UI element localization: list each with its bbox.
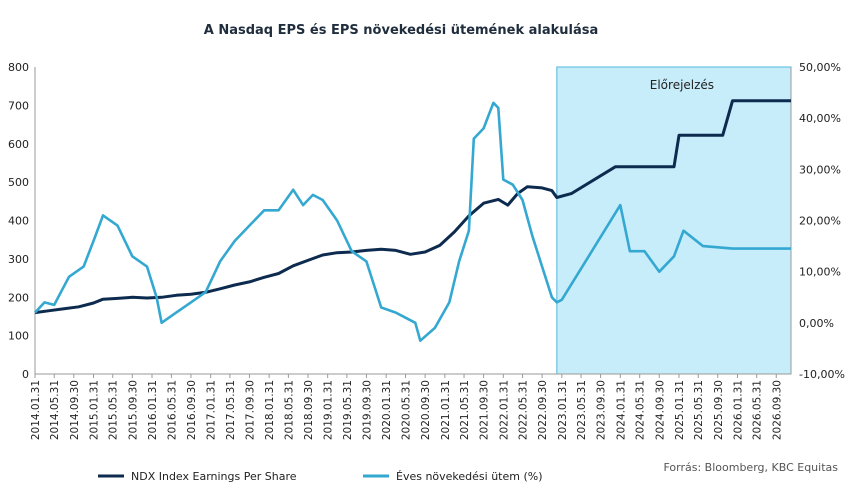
right-y-tick-label: 20,00% xyxy=(799,215,841,228)
legend-label: Éves növekedési ütem (%) xyxy=(396,470,543,483)
left-y-tick-label: 200 xyxy=(8,291,29,304)
x-tick-label: 2024.05.31 xyxy=(635,380,647,440)
x-tick-label: 2018.09.30 xyxy=(303,380,315,440)
left-y-tick-label: 300 xyxy=(8,253,29,266)
x-tick-label: 2025.01.31 xyxy=(674,380,686,440)
legend-label: NDX Index Earnings Per Share xyxy=(131,470,297,483)
right-y-tick-label: -10,00% xyxy=(799,368,845,381)
x-tick-label: 2019.05.31 xyxy=(342,380,354,440)
x-tick-label: 2023.01.31 xyxy=(557,380,569,440)
x-tick-label: 2014.05.31 xyxy=(49,380,61,440)
x-tick-label: 2020.01.31 xyxy=(381,380,393,440)
x-tick-label: 2020.05.31 xyxy=(401,380,413,440)
chart-title: A Nasdaq EPS és EPS növekedési ütemének … xyxy=(204,23,599,38)
source-note: Forrás: Bloomberg, KBC Equitas xyxy=(663,461,838,474)
right-y-axis: -10,00% 0,00% 10,00% 20,00% 30,00% 40,00% 50,0… xyxy=(790,61,845,381)
left-y-axis: 0 100 200 300 400 500 600 700 800 xyxy=(8,61,36,381)
x-tick-label: 2022.05.31 xyxy=(518,380,530,440)
x-tick-label: 2019.09.30 xyxy=(361,380,373,440)
left-y-tick-label: 800 xyxy=(8,61,29,74)
x-tick-label: 2024.01.31 xyxy=(615,380,627,440)
x-tick-label: 2022.09.30 xyxy=(537,380,549,440)
x-tick-label: 2026.05.31 xyxy=(752,380,764,440)
forecast-region xyxy=(556,66,792,375)
x-tick-label: 2016.01.31 xyxy=(147,380,159,440)
right-y-tick-label: 10,00% xyxy=(799,266,841,279)
left-y-tick-label: 0 xyxy=(22,368,29,381)
x-tick-label: 2021.09.30 xyxy=(479,380,491,440)
x-axis: 2014.01.31 2014.05.31 2014.09.30 2015.01.31… xyxy=(30,373,791,440)
x-tick-label: 2014.01.31 xyxy=(30,380,42,440)
x-tick-label: 2025.09.30 xyxy=(713,380,725,440)
left-y-tick-label: 100 xyxy=(8,330,29,343)
x-tick-label: 2015.05.31 xyxy=(108,380,120,440)
x-tick-label: 2024.09.30 xyxy=(654,380,666,440)
x-tick-label: 2021.01.31 xyxy=(440,380,452,440)
left-y-tick-label: 400 xyxy=(8,215,29,228)
forecast-label: Előrejelzés xyxy=(650,78,714,92)
x-tick-label: 2017.09.30 xyxy=(244,380,256,440)
x-tick-label: 2015.09.30 xyxy=(127,380,139,440)
x-tick-label: 2019.01.31 xyxy=(323,380,335,440)
left-y-tick-label: 700 xyxy=(8,99,29,112)
x-tick-label: 2015.01.31 xyxy=(88,380,100,440)
left-y-tick-label: 600 xyxy=(8,138,29,151)
x-tick-label: 2025.05.31 xyxy=(693,380,705,440)
x-tick-label: 2023.09.30 xyxy=(596,380,608,440)
growth-series-line xyxy=(34,101,791,343)
x-tick-label: 2026.09.30 xyxy=(771,380,783,440)
x-tick-label: 2017.05.31 xyxy=(225,380,237,440)
x-tick-label: 2014.09.30 xyxy=(69,380,81,440)
x-tick-label: 2020.09.30 xyxy=(420,380,432,440)
right-y-tick-label: 30,00% xyxy=(799,163,841,176)
x-tick-label: 2018.05.31 xyxy=(283,380,295,440)
right-y-tick-label: 0,00% xyxy=(799,317,834,330)
x-tick-label: 2023.05.31 xyxy=(576,380,588,440)
x-tick-label: 2016.09.30 xyxy=(186,380,198,440)
x-tick-label: 2026.01.31 xyxy=(732,380,744,440)
left-y-tick-label: 500 xyxy=(8,176,29,189)
right-y-tick-label: 50,00% xyxy=(799,61,841,74)
x-tick-label: 2022.01.31 xyxy=(498,380,510,440)
legend: NDX Index Earnings Per Share Éves növeked… xyxy=(98,470,543,483)
series-lines xyxy=(34,99,791,343)
x-tick-label: 2018.01.31 xyxy=(264,380,276,440)
right-y-tick-label: 40,00% xyxy=(799,112,841,125)
x-tick-label: 2017.01.31 xyxy=(206,380,218,440)
x-tick-label: 2016.05.31 xyxy=(166,380,178,440)
eps-series-line xyxy=(34,99,791,315)
x-tick-label: 2021.05.31 xyxy=(459,380,471,440)
